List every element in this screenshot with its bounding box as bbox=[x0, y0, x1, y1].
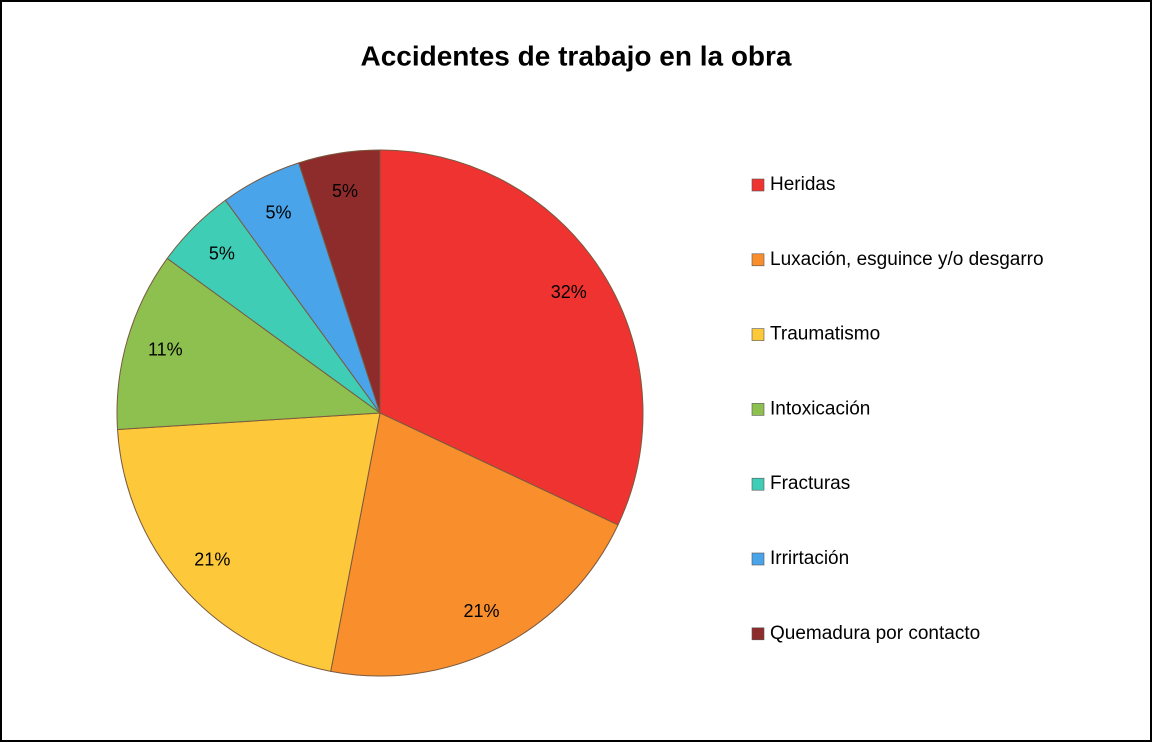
pie-slice bbox=[116, 257, 382, 431]
legend-swatch bbox=[751, 552, 765, 566]
data-label: 32% bbox=[551, 282, 587, 302]
data-label: 5% bbox=[266, 203, 292, 223]
pie-slice bbox=[379, 149, 644, 526]
pie-slice bbox=[298, 149, 381, 414]
legend-swatch bbox=[751, 627, 765, 641]
data-label: 5% bbox=[332, 181, 358, 201]
legend-swatch bbox=[751, 403, 765, 416]
data-label: 5% bbox=[209, 244, 235, 264]
legend-swatch bbox=[751, 477, 765, 491]
data-label: 21% bbox=[463, 601, 499, 621]
legend-label: Heridas bbox=[770, 174, 835, 195]
data-label: 21% bbox=[194, 550, 230, 570]
legend-swatch bbox=[751, 328, 765, 341]
chart-title: Accidentes de trabajo en la obra bbox=[360, 40, 791, 71]
pie-slice bbox=[116, 412, 381, 672]
legend-label: Irrirtación bbox=[770, 548, 849, 569]
data-label: 11% bbox=[148, 339, 183, 359]
legend-label: Intoxicación bbox=[770, 398, 870, 419]
legend-swatch bbox=[751, 253, 765, 267]
legend-label: Traumatismo bbox=[770, 324, 880, 345]
legend-label: Luxación, esguince y/o desgarro bbox=[770, 249, 1044, 270]
legend-swatch bbox=[751, 178, 765, 192]
legend-label: Quemadura por contacto bbox=[770, 623, 980, 644]
pie-slice bbox=[330, 412, 619, 677]
legend-label: Fracturas bbox=[770, 473, 850, 494]
